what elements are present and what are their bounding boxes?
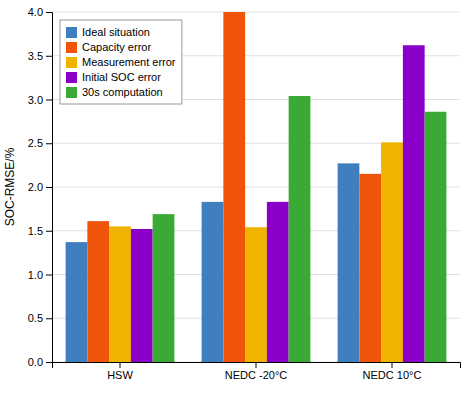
bar <box>403 45 425 362</box>
bar-series <box>153 96 447 362</box>
y-axis-title: SOC-RMSE/% <box>3 147 17 226</box>
bar <box>223 12 245 362</box>
bar <box>87 221 109 362</box>
bar <box>359 174 381 362</box>
bar <box>267 202 289 362</box>
y-tick: 1.0 <box>28 269 52 281</box>
x-tick: NEDC -20°C <box>225 362 288 381</box>
legend-box <box>60 20 182 104</box>
bar <box>425 112 447 362</box>
y-tick: 2.0 <box>28 181 52 193</box>
bars <box>66 12 447 362</box>
legend-item: Ideal situation <box>66 26 150 38</box>
legend-swatch <box>66 42 77 53</box>
legend-label: Measurement error <box>82 56 176 68</box>
bar <box>381 142 403 362</box>
bar-series <box>66 163 360 362</box>
y-tick-label: 4.0 <box>28 6 43 18</box>
legend-label: Ideal situation <box>82 26 150 38</box>
legend-items: Ideal situation Capacity error Measurement… <box>66 26 176 98</box>
bar <box>245 227 267 362</box>
legend: Ideal situation Capacity error Measurement… <box>60 20 182 104</box>
x-tick-mark <box>256 362 257 368</box>
legend-item: Initial SOC error <box>66 71 161 83</box>
x-axis-line <box>53 363 461 369</box>
y-tick-mark <box>46 100 52 101</box>
y-tick-label: 1.5 <box>28 225 43 237</box>
y-tick: 4.0 <box>28 6 52 18</box>
y-tick-label: 3.5 <box>28 50 43 62</box>
y-tick-label: 0.5 <box>28 312 43 324</box>
legend-item: Capacity error <box>66 41 151 53</box>
y-tick-label: 2.5 <box>28 137 43 149</box>
grid <box>52 12 460 362</box>
x-tick: NEDC 10°C <box>363 362 422 381</box>
x-tick-mark <box>120 362 121 368</box>
x-tick-label: HSW <box>107 369 133 381</box>
y-tick: 3.0 <box>28 94 52 106</box>
bar <box>131 229 153 362</box>
chart-svg: 0.0 0.5 1.0 1.5 2.0 2.5 3.0 3.5 4.0 HSW NEDC -20°C… <box>0 0 474 394</box>
y-tick: 2.5 <box>28 137 52 149</box>
bar <box>202 202 224 362</box>
y-tick: 3.5 <box>28 50 52 62</box>
bar-series <box>109 142 403 362</box>
y-tick-mark <box>46 143 52 144</box>
bar <box>289 96 311 362</box>
x-tick: HSW <box>107 362 133 381</box>
bar <box>66 242 88 362</box>
y-tick: 0.5 <box>28 312 52 324</box>
x-tick-label: NEDC -20°C <box>225 369 288 381</box>
legend-item: 30s computation <box>66 86 163 98</box>
y-tick-mark <box>46 56 52 57</box>
y-tick-label: 0.0 <box>28 356 43 368</box>
legend-item: Measurement error <box>66 56 176 68</box>
legend-swatch <box>66 72 77 83</box>
grid-line <box>52 12 460 13</box>
y-tick-label: 1.0 <box>28 269 43 281</box>
y-tick-label: 2.0 <box>28 181 43 193</box>
bar <box>153 214 175 362</box>
plot-area: 0.0 0.5 1.0 1.5 2.0 2.5 3.0 3.5 4.0 HSW NEDC -20°C… <box>28 6 461 381</box>
legend-swatch <box>66 87 77 98</box>
legend-label: 30s computation <box>82 86 163 98</box>
y-tick-mark <box>46 231 52 232</box>
y-tick: 1.5 <box>28 225 52 237</box>
y-tick: 0.0 <box>28 356 52 368</box>
y-tick-label: 3.0 <box>28 94 43 106</box>
legend-label: Capacity error <box>82 41 151 53</box>
y-tick-mark <box>46 275 52 276</box>
y-tick-mark <box>46 12 52 13</box>
x-tick-mark <box>392 362 393 368</box>
x-axis: HSW NEDC -20°C NEDC 10°C <box>53 362 461 381</box>
bar <box>109 226 131 362</box>
y-axis: 0.0 0.5 1.0 1.5 2.0 2.5 3.0 3.5 4.0 <box>28 6 53 368</box>
bar <box>338 163 360 362</box>
legend-swatch <box>66 57 77 68</box>
y-axis-line <box>46 13 53 363</box>
y-tick-mark <box>46 362 52 363</box>
legend-label: Initial SOC error <box>82 71 161 83</box>
y-tick-mark <box>46 187 52 188</box>
x-tick-label: NEDC 10°C <box>363 369 422 381</box>
legend-swatch <box>66 27 77 38</box>
y-tick-mark <box>46 318 52 319</box>
